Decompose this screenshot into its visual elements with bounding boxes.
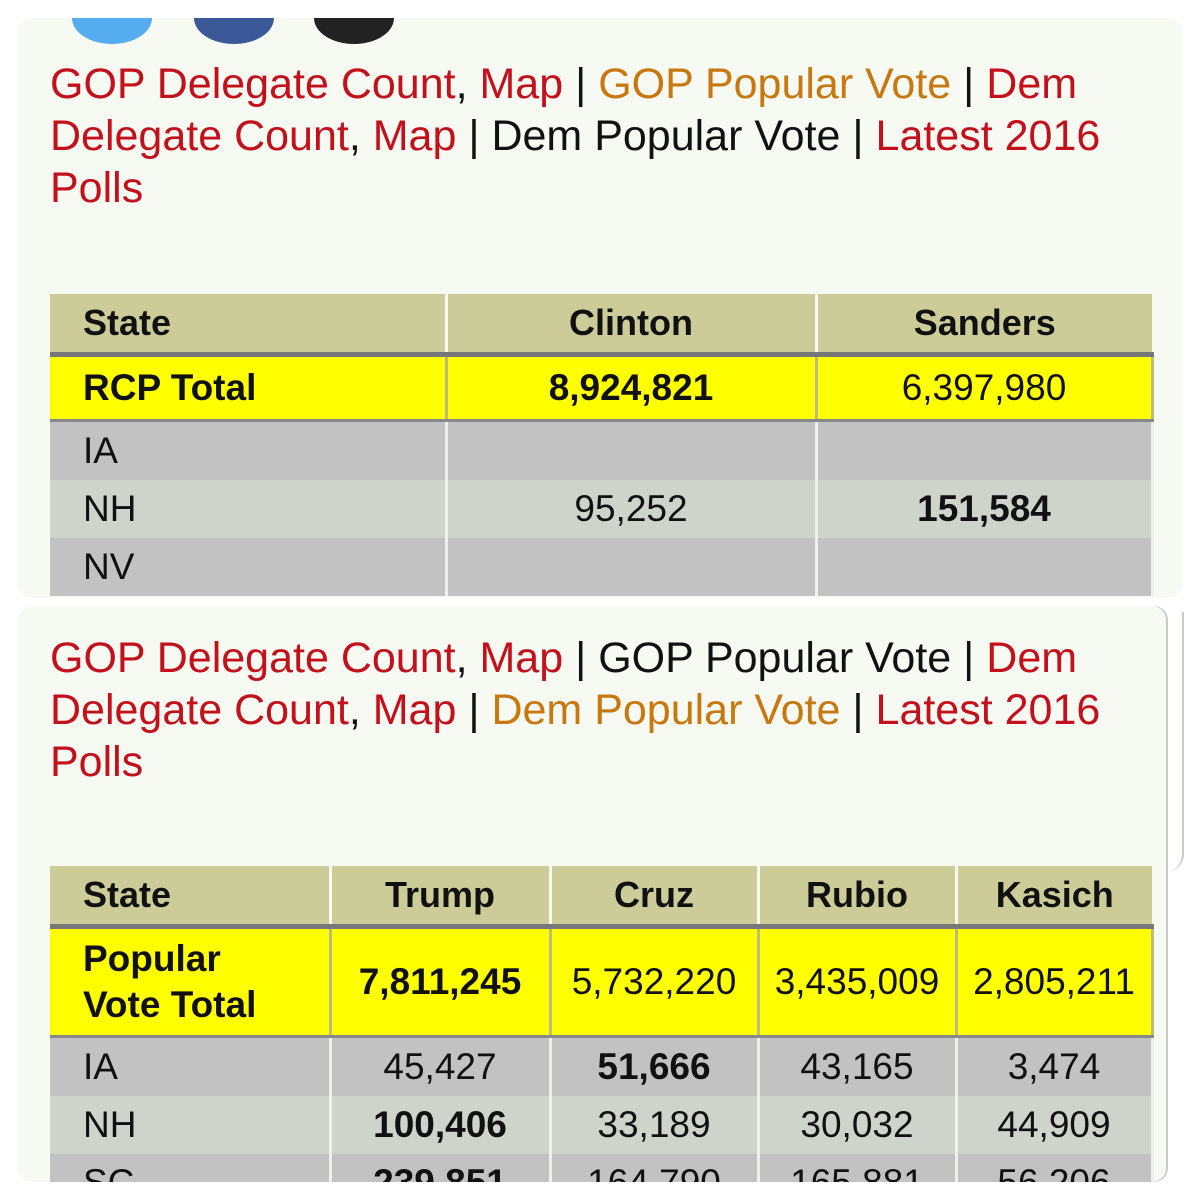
page-curl-edge	[1162, 612, 1184, 872]
total-row: Popular Vote Total 7,811,245 5,732,220 3,…	[50, 926, 1154, 1038]
table-header-row: State Clinton Sanders	[50, 294, 1152, 357]
nav-separator: ,	[348, 686, 373, 734]
table-row: IA	[50, 420, 1154, 480]
total-label-line1: Popular	[83, 938, 221, 979]
trump-votes: 100,406	[330, 1096, 552, 1154]
gop-results-table: State Trump Cruz Rubio Kasich Popular Vot…	[50, 866, 1154, 1182]
nav-separator: |	[840, 112, 876, 160]
cruz-votes: 33,189	[550, 1096, 760, 1154]
sanders-votes	[816, 538, 1154, 596]
column-header-clinton[interactable]: Clinton	[446, 294, 818, 357]
total-trump: 7,811,245	[330, 926, 552, 1038]
table-row: NH 95,252 151,584	[50, 480, 1154, 538]
table-row: NV	[50, 538, 1154, 596]
total-sanders: 6,397,980	[816, 354, 1154, 422]
nav-separator: |	[951, 634, 987, 682]
total-rubio: 3,435,009	[758, 926, 958, 1038]
state-name[interactable]: IA	[50, 420, 448, 480]
nav-separator: |	[563, 634, 599, 682]
sanders-votes	[816, 420, 1154, 480]
state-name[interactable]: NH	[50, 1096, 332, 1154]
clinton-votes: 95,252	[446, 480, 818, 538]
nav-link-gop-map[interactable]: Map	[479, 60, 564, 108]
nav-separator: ,	[455, 60, 480, 108]
nav-current-dem-popular-vote: Dem Popular Vote	[491, 112, 841, 160]
nav-link-dem-delegate-count[interactable]: Dem Delegate Count	[50, 60, 1078, 160]
email-icon[interactable]	[314, 18, 394, 44]
nav-separator: |	[840, 686, 876, 734]
gop-popular-vote-card: GOP Delegate Count, Map | GOP Popular Vo…	[18, 606, 1166, 1182]
nav-current-gop-popular-vote: GOP Popular Vote	[598, 634, 952, 682]
nav-separator: ,	[348, 112, 373, 160]
nav-separator: |	[951, 60, 987, 108]
total-label: Popular Vote Total	[50, 926, 332, 1038]
nav-link-dem-map[interactable]: Map	[372, 686, 457, 734]
cruz-votes: 51,666	[550, 1036, 760, 1096]
cruz-votes: 164,790	[550, 1154, 760, 1182]
total-label: RCP Total	[50, 354, 448, 422]
state-name[interactable]: NV	[50, 538, 448, 596]
clinton-votes	[446, 538, 818, 596]
nav-separator: |	[456, 686, 492, 734]
nav-separator: |	[563, 60, 599, 108]
total-row: RCP Total 8,924,821 6,397,980	[50, 354, 1154, 422]
total-label-line2: Vote Total	[83, 984, 257, 1025]
table-row: NH 100,406 33,189 30,032 44,909	[50, 1096, 1154, 1154]
trump-votes: 239,851	[330, 1154, 552, 1182]
total-clinton: 8,924,821	[446, 354, 818, 422]
total-kasich: 2,805,211	[956, 926, 1154, 1038]
column-header-state[interactable]: State	[50, 866, 332, 929]
column-header-sanders[interactable]: Sanders	[816, 294, 1152, 357]
nav-link-gop-popular-vote[interactable]: GOP Popular Vote	[598, 60, 952, 108]
column-header-cruz[interactable]: Cruz	[550, 866, 760, 929]
nav-separator: ,	[455, 634, 480, 682]
nav-link-gop-map[interactable]: Map	[479, 634, 564, 682]
table-row: SC 239,851 164,790 165,881 56,206	[50, 1154, 1154, 1182]
sanders-votes: 151,584	[816, 480, 1154, 538]
state-name[interactable]: SC	[50, 1154, 332, 1182]
kasich-votes: 3,474	[956, 1036, 1154, 1096]
state-name[interactable]: NH	[50, 480, 448, 538]
kasich-votes: 44,909	[956, 1096, 1154, 1154]
column-header-rubio[interactable]: Rubio	[758, 866, 958, 929]
kasich-votes: 56,206	[956, 1154, 1154, 1182]
state-name[interactable]: IA	[50, 1036, 332, 1096]
table-header-row: State Trump Cruz Rubio Kasich	[50, 866, 1152, 929]
column-header-kasich[interactable]: Kasich	[956, 866, 1152, 929]
dem-popular-vote-card: GOP Delegate Count, Map | GOP Popular Vo…	[18, 18, 1182, 598]
rubio-votes: 43,165	[758, 1036, 958, 1096]
table-row: IA 45,427 51,666 43,165 3,474	[50, 1036, 1154, 1096]
facebook-icon[interactable]	[194, 18, 274, 44]
election-nav-links: GOP Delegate Count, Map | GOP Popular Vo…	[50, 632, 1160, 788]
trump-votes: 45,427	[330, 1036, 552, 1096]
twitter-icon[interactable]	[72, 18, 152, 44]
column-header-state[interactable]: State	[50, 294, 448, 357]
dem-results-table: State Clinton Sanders RCP Total 8,924,82…	[50, 294, 1154, 596]
clinton-votes	[446, 420, 818, 480]
rubio-votes: 30,032	[758, 1096, 958, 1154]
nav-link-latest-polls[interactable]: Latest 2016 Polls	[50, 112, 1101, 212]
column-header-trump[interactable]: Trump	[330, 866, 552, 929]
nav-link-dem-map[interactable]: Map	[372, 112, 457, 160]
nav-link-dem-popular-vote[interactable]: Dem Popular Vote	[491, 686, 841, 734]
nav-link-gop-delegate-count[interactable]: GOP Delegate Count	[50, 60, 456, 108]
nav-link-dem-delegate-count[interactable]: Dem Delegate Count	[50, 634, 1078, 734]
nav-link-gop-delegate-count[interactable]: GOP Delegate Count	[50, 634, 456, 682]
total-cruz: 5,732,220	[550, 926, 760, 1038]
rubio-votes: 165,881	[758, 1154, 958, 1182]
nav-separator: |	[456, 112, 492, 160]
election-nav-links: GOP Delegate Count, Map | GOP Popular Vo…	[50, 58, 1160, 214]
nav-link-latest-polls[interactable]: Latest 2016 Polls	[50, 686, 1101, 786]
